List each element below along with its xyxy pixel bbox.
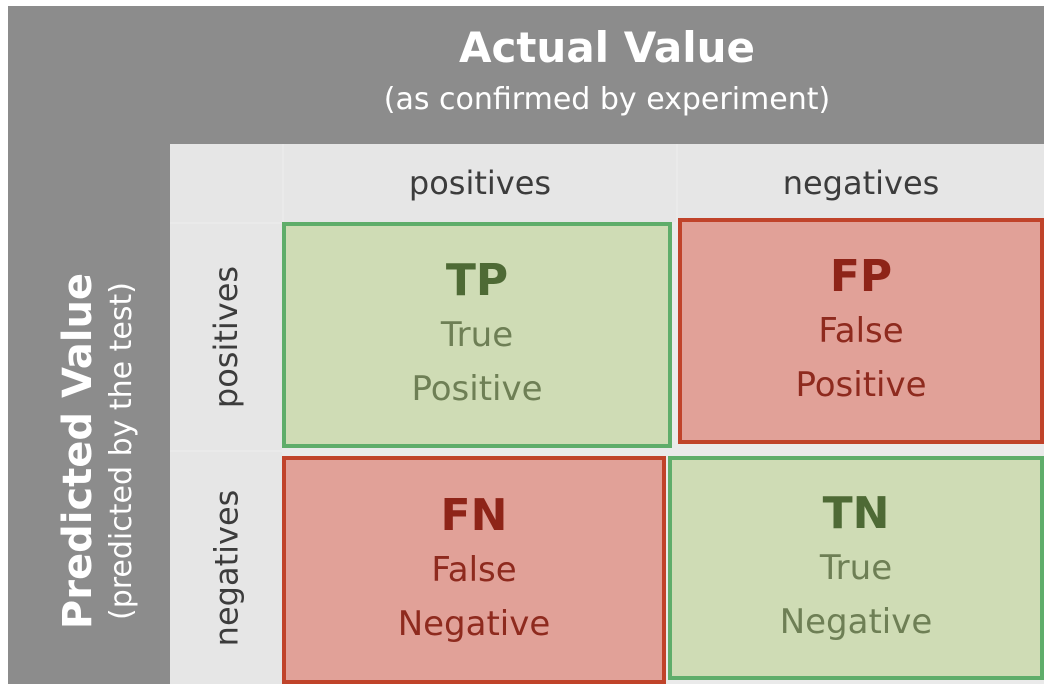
column-header-positives: positives — [284, 144, 676, 222]
predicted-value-header: Predicted Value (predicted by the test) — [28, 222, 166, 680]
row-header-negatives-label: negatives — [207, 489, 245, 647]
fp-line1: False — [818, 311, 904, 351]
row-header-positives: positives — [170, 224, 282, 450]
true-negative-cell: TN True Negative — [668, 456, 1044, 680]
fp-line2: Positive — [795, 365, 927, 405]
actual-value-title: Actual Value — [458, 23, 756, 72]
actual-value-header: Actual Value (as confirmed by experiment… — [170, 6, 1044, 144]
tp-abbr: TP — [445, 255, 509, 306]
fp-abbr: FP — [829, 251, 893, 302]
row-header-positives-label: positives — [207, 265, 245, 409]
predicted-value-rotated: Predicted Value (predicted by the test) — [53, 222, 141, 680]
row-header-negatives: negatives — [170, 452, 282, 684]
fn-abbr: FN — [440, 490, 508, 541]
column-header-negatives-label: negatives — [782, 164, 940, 202]
actual-value-subtitle: (as confirmed by experiment) — [383, 82, 831, 117]
corner-cell — [170, 144, 282, 222]
tn-abbr: TN — [822, 488, 890, 539]
tn-line2: Negative — [779, 602, 933, 642]
fn-line1: False — [431, 550, 517, 590]
tp-line1: True — [440, 315, 514, 355]
false-negative-cell: FN False Negative — [282, 456, 666, 684]
false-positive-cell: FP False Positive — [678, 218, 1044, 444]
fn-line2: Negative — [397, 604, 551, 644]
true-positive-cell: TP True Positive — [282, 222, 672, 448]
predicted-value-title: Predicted Value — [55, 272, 101, 630]
column-header-negatives: negatives — [678, 144, 1044, 222]
predicted-value-subtitle: (predicted by the test) — [104, 282, 139, 620]
column-header-positives-label: positives — [408, 164, 552, 202]
tn-line1: True — [819, 548, 893, 588]
tp-line2: Positive — [411, 369, 543, 409]
